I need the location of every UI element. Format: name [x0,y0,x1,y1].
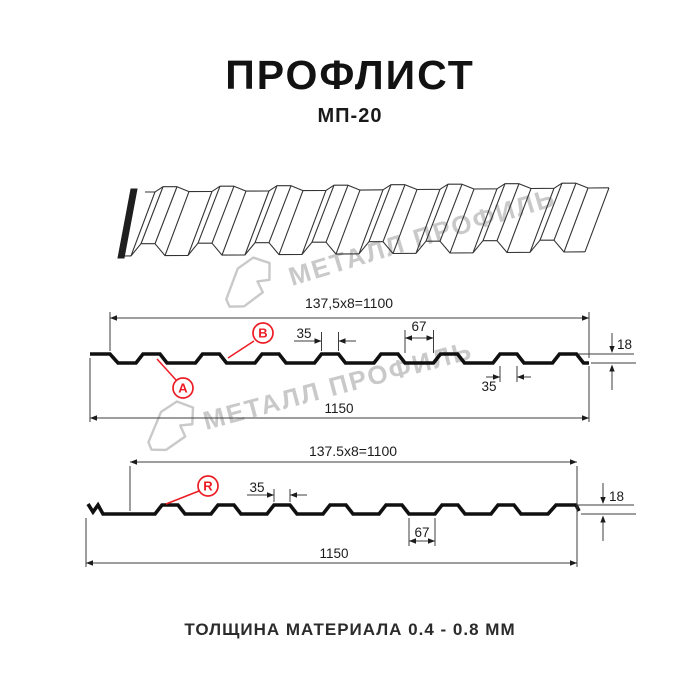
dim-rib-top-width: 35 [249,480,264,495]
brand-logo-icon [147,400,195,452]
callout-leader-b [227,340,255,359]
page-title: ПРОФЛИСТ [225,52,475,98]
dim-rib-top-width: 35 [296,326,311,341]
watermark-upper: МЕТАЛЛ ПРОФИЛЬ [225,182,559,308]
profile-cross-section-top: 137,5x8=1100 35 67 35 18 1150 A B [89,295,636,422]
dim-height: 18 [609,489,624,504]
callout-circle-r [197,475,219,497]
dim-full-width: 1150 [319,546,348,561]
callout-leader-a [156,358,177,381]
profile-cross-section-bottom: 137.5x8=1100 35 67 18 1150 R [85,443,636,567]
dim-full-width: 1150 [324,401,353,416]
side-label-b: B [258,326,267,341]
dim-valley-width: 67 [414,525,429,540]
dim-coverage-width: 137,5x8=1100 [305,295,393,311]
side-label-r: R [203,479,213,494]
dim-coverage-width: 137.5x8=1100 [309,443,397,459]
page-header: ПРОФЛИСТ МП-20 [0,0,700,128]
side-label-a: A [178,381,188,396]
sheet-3d-view [117,182,610,259]
product-model: МП-20 [317,105,383,127]
dim-valley-width: 67 [411,319,426,334]
profile-bottom-geometry [85,459,636,567]
dim-height: 18 [617,337,632,352]
dim-rib-bottom-width: 35 [481,379,496,394]
brand-logo-icon [225,256,271,308]
callout-leader-r [165,490,200,505]
callout-circle-a [172,377,194,399]
profile-top-geometry [89,312,636,422]
callout-circle-b [252,322,274,344]
material-thickness-note: ТОЛЩИНА МАТЕРИАЛА 0.4 - 0.8 ММ [184,620,516,639]
